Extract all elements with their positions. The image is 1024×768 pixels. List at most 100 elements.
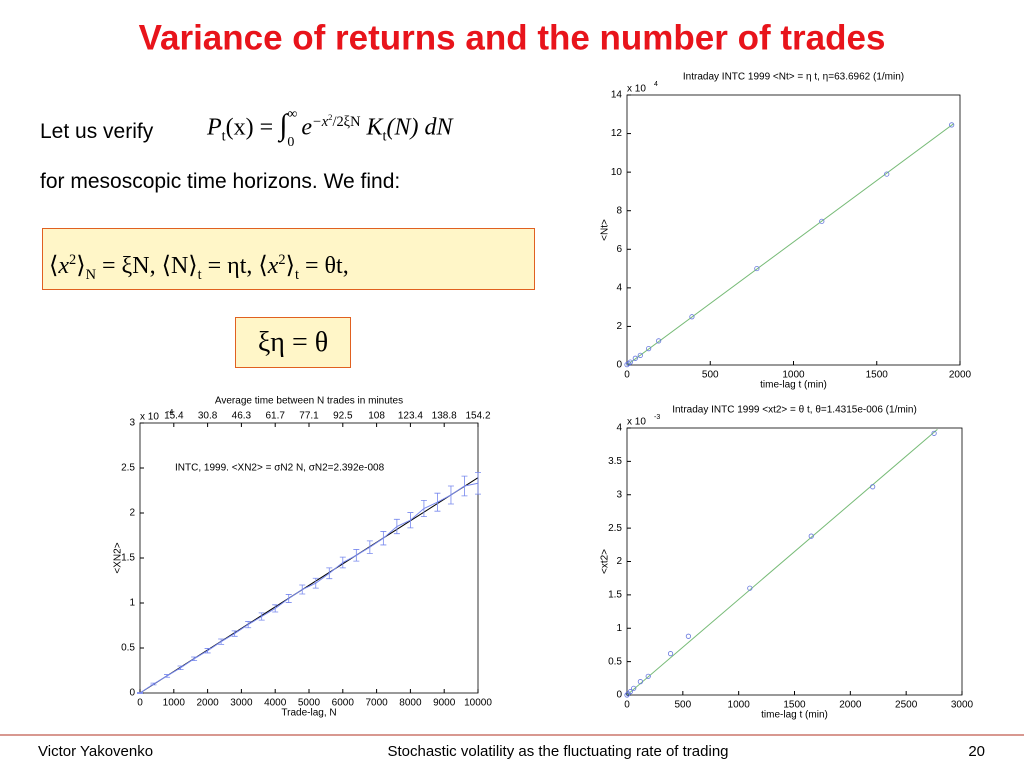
x2-tick-label: 92.5	[333, 411, 353, 422]
y-axis-title: <xt2>	[600, 549, 611, 574]
y-axis-title: <XN2>	[113, 542, 124, 573]
x-tick-label: 3000	[230, 698, 253, 709]
x-axis-title: time-lag t (min)	[761, 710, 828, 721]
f: (N) dN	[386, 114, 453, 141]
formula: Pt(x) = ∫ ∞ 0 e−x2/2ξN Kt(N) dN	[207, 108, 453, 150]
x2-tick-label: 138.8	[432, 411, 457, 422]
y-tick-label: 0	[129, 688, 135, 699]
y-tick-label: 1	[616, 623, 622, 634]
x-tick-label: 0	[624, 370, 630, 381]
data-point	[819, 218, 825, 224]
formula-result: ξη = θ	[235, 317, 351, 368]
chart-title: Average time between N trades in minutes	[215, 396, 403, 407]
f: = θt,	[299, 253, 349, 279]
x-tick-label: 7000	[365, 698, 388, 709]
x-tick-label: 6000	[332, 698, 355, 709]
plot-frame	[626, 94, 961, 366]
x-tick-label: 5000	[298, 698, 321, 709]
data-point	[747, 585, 753, 591]
data-point	[627, 359, 633, 365]
x2-tick-label: 77.1	[299, 411, 319, 422]
y-tick-label: 10	[611, 167, 623, 178]
x-tick-label: 2000	[196, 698, 219, 709]
page-number: 20	[968, 743, 985, 760]
f: 2	[328, 111, 333, 122]
y-multiplier: x 10	[627, 417, 646, 428]
x-tick-label: 1000	[728, 700, 751, 711]
f: 0	[287, 135, 295, 150]
y-tick-label: 2	[129, 508, 135, 519]
x-tick-label: 1000	[782, 370, 805, 381]
text-horizons: for mesoscopic time horizons. We find:	[40, 170, 401, 193]
f: /2ξN	[332, 113, 361, 130]
y-multiplier-exp: -4	[167, 409, 173, 416]
y-tick-label: 6	[616, 244, 622, 255]
y-tick-label: 1	[129, 598, 135, 609]
data-point	[667, 651, 674, 657]
data-point	[637, 679, 644, 685]
data-point	[626, 360, 632, 367]
x-tick-label: 2000	[949, 370, 972, 381]
x-tick-label: 2000	[839, 700, 862, 711]
x-tick-label: 0	[624, 700, 630, 711]
y-tick-label: 3	[129, 418, 135, 429]
x-tick-label: 500	[674, 700, 691, 711]
formula-box: ⟨x2⟩N = ξN, ⟨N⟩t = ηt, ⟨x2⟩t = θt,	[42, 228, 535, 290]
y-tick-label: 0	[616, 360, 622, 371]
y-tick-label: 1.5	[608, 590, 622, 601]
annotation: INTC, 1999. <XN2> = σN2 N, σN2=2.392e-00…	[175, 463, 385, 474]
y-tick-label: 4	[616, 282, 622, 293]
x2-tick-label: 108	[368, 411, 385, 422]
f: ⟩	[285, 253, 295, 279]
data-point	[685, 633, 692, 639]
x-tick-label: 9000	[433, 698, 456, 709]
f: t	[295, 266, 299, 283]
data-point	[637, 352, 643, 358]
y-tick-label: 1.5	[121, 553, 135, 564]
y-tick-label: 0.5	[121, 643, 135, 654]
plot-frame	[626, 427, 963, 696]
chart-title: Intraday INTC 1999 <Nt> = η t, η=63.6962…	[683, 72, 904, 83]
f: P	[207, 114, 222, 141]
x-tick-label: 500	[702, 370, 719, 381]
footer-author: Victor Yakovenko	[38, 743, 153, 760]
f: ⟨	[49, 253, 59, 279]
y-multiplier-exp: 4	[654, 81, 658, 88]
f: 2	[278, 252, 286, 268]
f: t	[197, 266, 202, 283]
data-point	[931, 430, 937, 436]
x2-tick-label: 30.8	[198, 411, 218, 422]
f: K	[366, 114, 383, 141]
chart-title: Intraday INTC 1999 <xt2> = θ t, θ=1.4315…	[672, 405, 917, 416]
slide-title: Variance of returns and the number of tr…	[139, 18, 886, 57]
f: ∫	[279, 108, 288, 142]
y-tick-label: 2.5	[121, 463, 135, 474]
data-point	[627, 689, 633, 695]
data-point	[645, 673, 651, 679]
f: t	[221, 128, 226, 145]
f: N	[85, 266, 97, 283]
x-tick-label: 10000	[464, 698, 492, 709]
y-multiplier-exp: -3	[654, 414, 660, 421]
x2-tick-label: 123.4	[398, 411, 423, 422]
f: (x) =	[225, 114, 280, 141]
y-tick-label: 8	[616, 205, 622, 216]
y-multiplier: x 10	[140, 412, 159, 423]
x-tick-label: 3000	[951, 700, 974, 711]
y-tick-label: 2.5	[608, 523, 622, 534]
x-tick-label: 8000	[399, 698, 422, 709]
x-tick-label: 4000	[264, 698, 287, 709]
data-point	[624, 692, 630, 698]
y-tick-label: 3	[616, 489, 622, 500]
y-tick-label: 14	[611, 90, 623, 101]
data-point	[884, 171, 890, 177]
x-axis-title: Trade-lag, N	[281, 708, 336, 719]
x-axis-title: time-lag t (min)	[760, 380, 827, 391]
y-multiplier: x 10	[627, 84, 646, 95]
y-tick-label: 2	[616, 556, 622, 567]
fit-line	[626, 123, 954, 366]
fit-line	[626, 428, 938, 696]
x2-tick-label: 15.4	[164, 411, 184, 422]
x2-tick-label: 154.2	[465, 411, 490, 422]
